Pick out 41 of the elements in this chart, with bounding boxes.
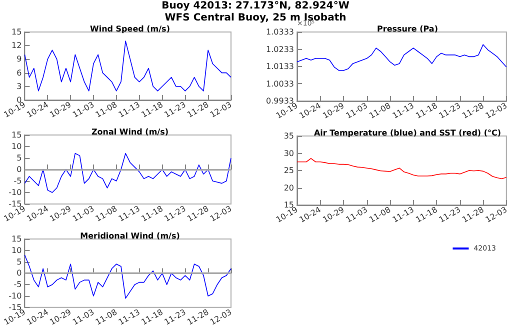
y-tick-label: -10 [8, 292, 22, 301]
y-tick-label: -15 [8, 200, 22, 208]
y-tick-label: 15 [284, 200, 294, 210]
chart-title: Wind Speed (m/s) [90, 24, 170, 34]
y-tick-label: 35 [284, 132, 294, 140]
y-tick-label: -5 [14, 280, 22, 290]
y-tick-label: 1.0333 [266, 28, 294, 36]
y-tick-label: 1.0233 [266, 44, 294, 54]
chart-title: Meridional Wind (m/s) [80, 232, 180, 240]
y-tick-label: 0.9933 [266, 96, 294, 106]
y-tick-label: 10 [12, 246, 22, 255]
y-tick-label: -5 [14, 176, 22, 186]
y-tick-label: 0 [16, 96, 22, 104]
y-tick-label: 0 [16, 268, 22, 278]
chart-title: Air Temperature (blue) and SST (red) (°C) [314, 128, 502, 138]
line-series [24, 40, 232, 92]
y-tick-label: 25 [284, 166, 294, 175]
y-tick-label: 1.0133 [266, 62, 294, 71]
y-tick-label: 0 [16, 165, 22, 174]
y-tick-label: 15 [12, 234, 22, 244]
y-tick-label: 15 [12, 130, 22, 140]
y-tick-label: 6 [16, 68, 22, 78]
y-tick-label: 30 [284, 148, 294, 158]
line-series [296, 44, 507, 71]
y-tick-label: 1.0033 [266, 79, 294, 88]
y-tick-label: 9 [16, 54, 22, 64]
y-tick-label: 15 [12, 28, 22, 36]
y-tick-label: 10 [12, 142, 22, 151]
y-tick-label: -15 [8, 302, 22, 312]
y-tick-label: 5 [16, 257, 22, 266]
y-tick-label: 20 [284, 183, 294, 192]
line-series [24, 153, 232, 193]
text: Buoy 42013: 27.173°N, 82.924°W [162, 0, 350, 12]
line-series [296, 158, 507, 180]
chart-title: Zonal Wind (m/s) [91, 128, 169, 136]
y-tick-label: -10 [8, 188, 22, 197]
y-tick-label: 3 [16, 82, 22, 91]
y-tick-label: 5 [16, 154, 22, 162]
line-series [24, 254, 232, 299]
y-tick-label: 12 [12, 41, 22, 50]
chart-title: Pressure (Pa) [377, 24, 438, 34]
